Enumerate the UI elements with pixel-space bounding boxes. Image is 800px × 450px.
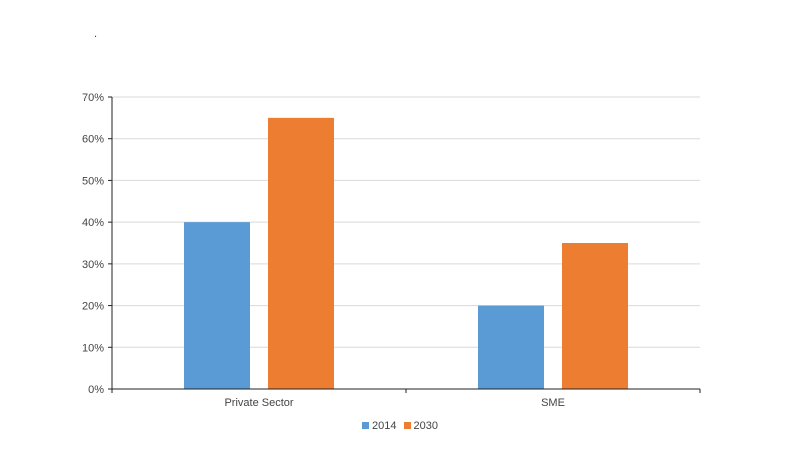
- y-tick-label: 20%: [82, 301, 104, 313]
- legend-item-2014: 2014: [361, 420, 397, 432]
- chart-title: .: [94, 28, 98, 40]
- y-tick-label: 30%: [82, 259, 104, 271]
- y-tick-label: 10%: [82, 342, 104, 354]
- y-tick-label: 50%: [82, 175, 104, 187]
- bar-2030-private-sector: [268, 117, 334, 389]
- y-tick-label: 60%: [82, 134, 104, 146]
- legend: 2014 2030: [0, 420, 800, 432]
- legend-label-2014: 2014: [371, 420, 397, 432]
- x-axis: Private Sector SME: [111, 388, 701, 409]
- bar-2014-private-sector: [184, 222, 250, 389]
- bar-2030-sme: [562, 243, 628, 389]
- x-tick-label: Private Sector: [224, 397, 293, 409]
- bars: [184, 117, 628, 389]
- y-tick-label: 40%: [82, 217, 104, 229]
- y-tick-label: 0%: [88, 384, 104, 396]
- legend-swatch-2030: [403, 422, 411, 429]
- legend-item-2030: 2030: [403, 420, 439, 432]
- y-tick-label: 70%: [82, 92, 104, 104]
- legend-label-2030: 2030: [413, 420, 439, 432]
- bar-2014-sme: [478, 305, 544, 389]
- x-tick-label: SME: [541, 397, 565, 409]
- legend-swatch-2014: [361, 422, 369, 429]
- y-axis: 0% 10% 20% 30% 40% 50% 60% 70%: [82, 92, 113, 396]
